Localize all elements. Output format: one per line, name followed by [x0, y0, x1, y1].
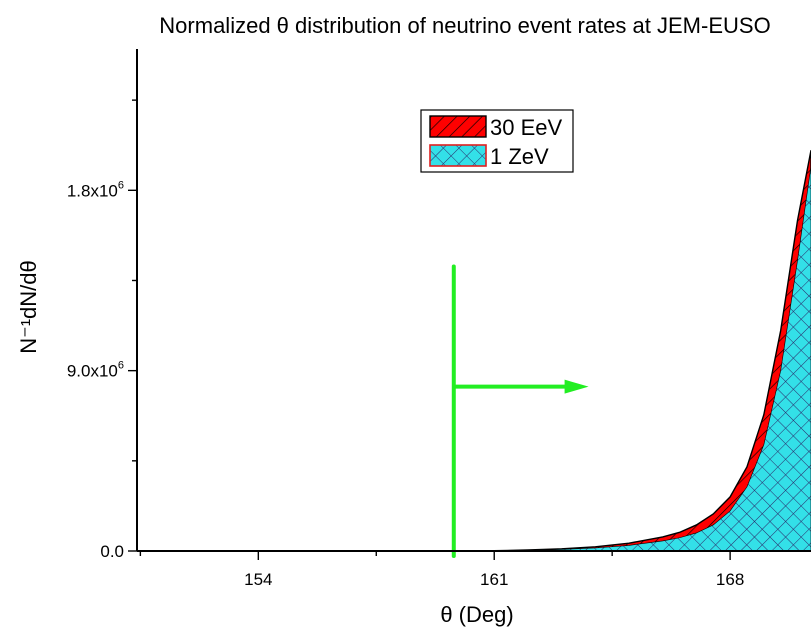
x-tick-label: 161 — [480, 570, 508, 589]
legend-label-1-zev: 1 ZeV — [490, 144, 549, 169]
x-tick-label: 168 — [716, 570, 744, 589]
y-ticks: 0.0 9.0x106 1.8x106 — [67, 99, 137, 561]
x-tick-label: 154 — [244, 570, 272, 589]
legend-label-30-eev: 30 EeV — [490, 115, 562, 140]
y-tick-label: 0.0 — [100, 542, 124, 561]
legend: 30 EeV 1 ZeV — [420, 109, 574, 173]
chart-title: Normalized θ distribution of neutrino ev… — [159, 13, 770, 38]
y-tick-label: 9.0x106 — [67, 360, 124, 381]
legend-swatch-1-zev — [429, 144, 487, 167]
x-axis-title: θ (Deg) — [440, 602, 513, 627]
marker-arrow-head — [564, 379, 589, 394]
legend-swatch-30-eev — [429, 115, 487, 138]
y-tick-label: 1.8x106 — [67, 179, 124, 200]
y-axis-title: N⁻¹dN/dθ — [16, 260, 41, 354]
x-ticks: 154 161 168 — [139, 551, 744, 589]
annotation-layer — [451, 264, 589, 558]
series-area-1-zev — [460, 166, 811, 551]
series-layer — [460, 150, 811, 551]
